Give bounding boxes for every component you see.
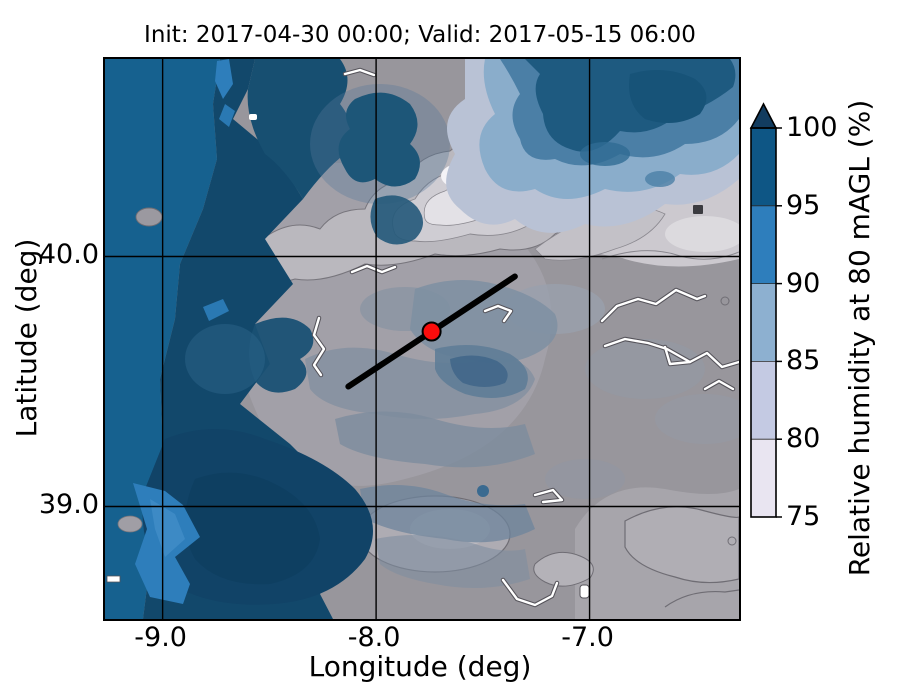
map-panel [103,57,741,621]
colorbar-tick-label: 75 [786,501,821,532]
grid-layer [105,59,739,619]
x-axis-label: Longitude (deg) [308,650,532,683]
x-tick-label: -8.0 [347,622,401,653]
y-tick-label: 39.0 [38,488,99,520]
colorbar-tick-label: 100 [786,112,838,143]
x-tick-label: -9.0 [134,622,187,653]
colorbar-extend-arrow [749,102,778,129]
y-tick-label: 40.0 [38,238,99,270]
y-axis-label: Latitude (deg) [10,238,43,438]
colorbar-tick-label: 80 [786,423,821,455]
colorbar-segment [751,128,776,206]
colorbar-tick-label: 85 [786,345,821,377]
colorbar-segment [751,205,776,284]
river-layer [106,67,739,608]
terrain-layer [105,59,739,619]
colorbar-segment [751,361,776,440]
colorbar-segment [751,439,776,517]
colorbar [749,102,782,518]
plot-title: Init: 2017-04-30 00:00; Valid: 2017-05-1… [144,22,696,48]
colorbar-tick-label: 90 [786,267,821,299]
colorbar-tick-label: 95 [786,189,821,221]
overlay-layer [345,273,518,390]
map-canvas [105,59,739,619]
x-tick-label: -7.0 [561,622,614,653]
colorbar-label: Relative humidity at 80 mAGL (%) [843,99,876,577]
station-marker [421,321,442,342]
colorbar-segment [751,283,776,362]
